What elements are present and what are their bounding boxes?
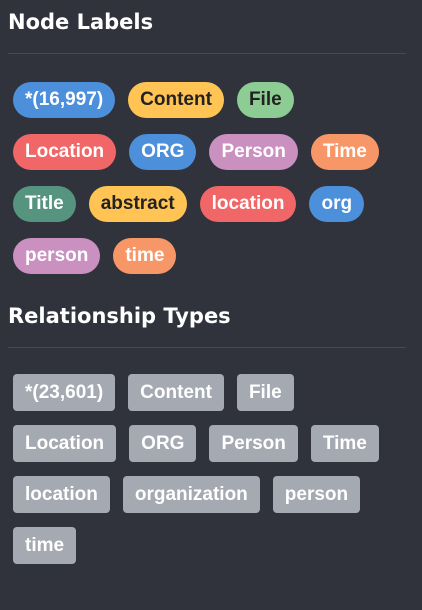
relationship-type-file[interactable]: File bbox=[236, 374, 294, 411]
labels-panel: Node Labels *(16,997) Content File Location… bbox=[8, 10, 408, 578]
relationship-type-person[interactable]: Person bbox=[209, 425, 298, 462]
node-label-abstract-lc[interactable]: abstract bbox=[88, 186, 187, 222]
node-label-person[interactable]: Person bbox=[209, 134, 298, 170]
node-label-location-lc[interactable]: location bbox=[199, 186, 297, 222]
relationship-type-time-lc[interactable]: time bbox=[13, 527, 77, 564]
node-label-org[interactable]: ORG bbox=[129, 134, 197, 170]
relationship-type-time[interactable]: Time bbox=[310, 425, 379, 462]
relationship-type-content[interactable]: Content bbox=[128, 374, 224, 411]
node-label-list: *(16,997) Content File Location ORG Person Tim… bbox=[8, 54, 408, 290]
relationship-type-location[interactable]: Location bbox=[13, 425, 117, 462]
node-label-person-lc[interactable]: person bbox=[13, 238, 101, 274]
relationship-types-divider bbox=[8, 347, 406, 348]
node-label-content[interactable]: Content bbox=[128, 82, 224, 118]
node-label-16-997[interactable]: *(16,997) bbox=[13, 82, 116, 118]
node-label-time-lc[interactable]: time bbox=[113, 238, 177, 274]
relationship-type-org[interactable]: ORG bbox=[129, 425, 197, 462]
relationship-type-person-lc[interactable]: person bbox=[272, 476, 361, 513]
node-label-location[interactable]: Location bbox=[13, 134, 117, 170]
relationship-type-23-601[interactable]: *(23,601) bbox=[13, 374, 116, 411]
node-labels-divider bbox=[8, 53, 406, 54]
node-label-time[interactable]: Time bbox=[310, 134, 379, 170]
relationship-type-organization-lc[interactable]: organization bbox=[122, 476, 260, 513]
node-label-file[interactable]: File bbox=[236, 82, 294, 118]
relationship-types-title: Relationship Types bbox=[8, 304, 231, 328]
node-label-title[interactable]: Title bbox=[13, 186, 76, 222]
relationship-type-list: *(23,601) Content File Location ORG Person Tim… bbox=[8, 348, 408, 578]
node-labels-title: Node Labels bbox=[8, 10, 154, 34]
relationship-type-location-lc[interactable]: location bbox=[13, 476, 110, 513]
node-label-org-lc[interactable]: org bbox=[309, 186, 365, 222]
